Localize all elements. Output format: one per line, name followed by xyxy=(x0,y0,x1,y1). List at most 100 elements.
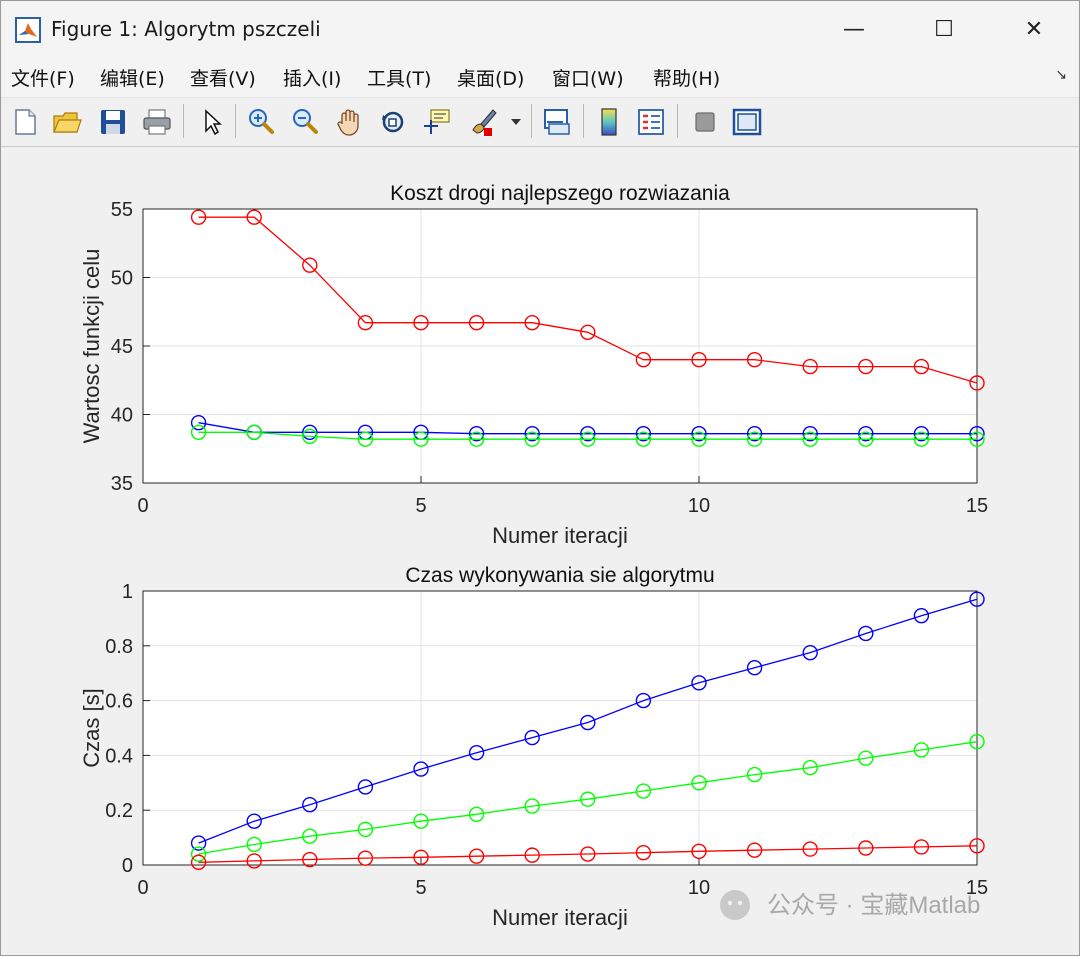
axes-background xyxy=(143,591,977,865)
data-point-marker xyxy=(524,315,540,331)
window-title: Figure 1: Algorytm pszczeli xyxy=(51,17,321,41)
show-plot-tools-button[interactable] xyxy=(727,102,767,142)
data-point-marker xyxy=(302,424,318,441)
brush-icon xyxy=(472,109,497,136)
x-tick-label: 10 xyxy=(688,495,710,517)
save-button[interactable] xyxy=(93,102,133,142)
toolbar-separator xyxy=(531,104,532,138)
data-point-marker xyxy=(635,844,652,861)
data-point-marker xyxy=(746,351,763,368)
hide-plot-tools-button[interactable] xyxy=(685,102,725,142)
close-icon: ✕ xyxy=(1024,16,1044,42)
data-point-marker xyxy=(413,849,429,866)
menu-tools[interactable]: 工具(T) xyxy=(367,68,432,90)
open-file-icon xyxy=(53,112,82,133)
data-point-marker xyxy=(357,431,374,447)
legend-button[interactable] xyxy=(631,102,671,142)
y-axis-label: Czas [s] xyxy=(79,688,104,767)
data-point-marker xyxy=(969,734,985,750)
toolbar-separator xyxy=(677,104,678,138)
data-point-marker xyxy=(858,625,874,642)
data-point-marker xyxy=(190,835,207,851)
data-point-marker xyxy=(580,846,596,862)
y-tick-label: 45 xyxy=(111,336,133,358)
series-line xyxy=(198,422,977,435)
data-point-marker xyxy=(969,431,985,447)
data-point-marker xyxy=(913,431,930,447)
series-line xyxy=(198,598,978,844)
menu-view[interactable]: 查看(V) xyxy=(190,68,256,90)
y-tick-label: 50 xyxy=(111,268,133,290)
data-point-marker xyxy=(357,779,374,795)
y-tick-label: 40 xyxy=(111,405,133,427)
x-tick-label: 5 xyxy=(415,877,426,899)
colorbar-button[interactable] xyxy=(589,102,629,142)
x-tick-label: 10 xyxy=(688,877,710,899)
data-point-marker xyxy=(413,813,429,829)
data-point-marker xyxy=(802,431,818,447)
data-point-marker xyxy=(580,791,596,807)
data-point-marker xyxy=(190,846,207,862)
close-button[interactable]: ✕ xyxy=(989,1,1079,57)
pointer-button[interactable] xyxy=(191,102,231,142)
menu-window[interactable]: 窗口(W) xyxy=(552,68,624,90)
data-point-marker xyxy=(746,431,763,447)
link-plot-icon xyxy=(544,109,570,135)
menu-insert[interactable]: 插入(I) xyxy=(283,68,342,90)
data-point-marker xyxy=(858,431,874,447)
figure-canvas: 0 5 10 15 35 40 45 50 55 Koszt drogi najlepszego … xyxy=(1,147,1079,955)
zoom-in-button[interactable] xyxy=(241,102,281,142)
data-point-marker xyxy=(969,838,985,854)
zoom-out-icon xyxy=(293,109,318,134)
menu-help[interactable]: 帮助(H) xyxy=(653,68,721,90)
figure-toolbar xyxy=(1,98,1079,147)
y-tick-label: 0.6 xyxy=(105,691,133,713)
link-plot-button[interactable] xyxy=(537,102,577,142)
data-point-marker xyxy=(746,842,763,858)
x-tick-label: 15 xyxy=(966,877,988,899)
data-point-marker xyxy=(246,209,262,225)
data-point-marker xyxy=(524,729,540,746)
data-point-marker xyxy=(580,324,596,341)
pan-button[interactable] xyxy=(329,102,369,142)
data-point-marker xyxy=(746,660,763,676)
maximize-button[interactable]: ☐ xyxy=(899,1,989,57)
chart-title: Czas wykonywania sie algorytmu xyxy=(405,564,714,587)
y-tick-label: 0 xyxy=(122,855,133,877)
zoom-out-button[interactable] xyxy=(285,102,325,142)
data-point-marker xyxy=(802,760,818,776)
wechat-logo-icon xyxy=(727,900,733,906)
menu-overflow-icon[interactable]: ↘ xyxy=(1055,67,1067,83)
data-point-marker xyxy=(802,841,818,857)
data-point-marker xyxy=(246,813,262,829)
watermark-text: 公众号 · 宝藏Matlab xyxy=(767,892,980,919)
title-bar[interactable]: Figure 1: Algorytm pszczeli — ☐ ✕ xyxy=(1,1,1079,57)
y-tick-label: 0.4 xyxy=(105,745,133,767)
colorbar-icon xyxy=(601,108,617,136)
data-point-marker xyxy=(635,783,652,799)
new-figure-icon xyxy=(15,109,36,135)
rotate-3d-button[interactable] xyxy=(373,102,413,142)
open-file-button[interactable] xyxy=(47,102,87,142)
data-point-marker xyxy=(635,431,652,447)
data-point-marker xyxy=(635,425,652,442)
minimize-button[interactable]: — xyxy=(809,1,899,57)
new-figure-button[interactable] xyxy=(5,102,45,142)
print-button[interactable] xyxy=(137,102,177,142)
menu-file[interactable]: 文件(F) xyxy=(11,68,75,90)
data-point-marker xyxy=(691,425,707,442)
data-cursor-button[interactable] xyxy=(417,102,457,142)
brush-dropdown-button[interactable] xyxy=(501,102,531,142)
data-point-marker xyxy=(580,714,596,731)
menu-edit[interactable]: 编辑(E) xyxy=(100,68,165,90)
axes-box xyxy=(142,590,978,866)
y-tick-label: 0.2 xyxy=(105,800,133,822)
brush-button[interactable] xyxy=(463,102,503,142)
data-point-marker xyxy=(691,431,707,447)
data-point-marker xyxy=(635,351,652,368)
data-point-marker xyxy=(524,425,540,442)
data-point-marker xyxy=(413,761,429,777)
menu-desktop[interactable]: 桌面(D) xyxy=(457,68,525,90)
rotate-3d-icon xyxy=(382,111,404,133)
